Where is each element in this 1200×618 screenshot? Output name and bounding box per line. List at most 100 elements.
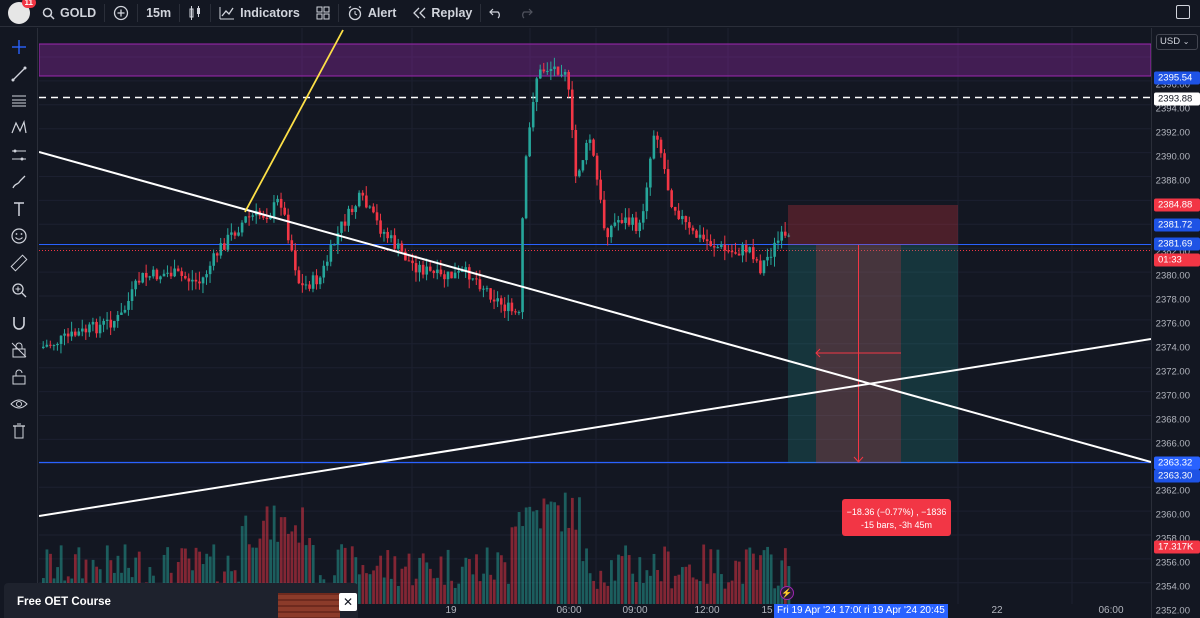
volume-bar [560,531,564,604]
candle-body [755,259,759,261]
candle-body [773,242,776,257]
indicators-icon [219,7,235,20]
chart-type-button[interactable] [180,0,210,27]
candle-body [333,244,336,246]
short-position-stop-zone[interactable] [788,205,958,245]
text-tool[interactable] [0,195,38,222]
lock-tool[interactable] [0,363,38,390]
zoom-icon [12,282,27,297]
countdown-label: 01:33 [1154,253,1200,267]
candle-body [581,160,585,171]
crosshair-tool[interactable] [0,33,38,60]
zone-top-label: 2395.54 [1154,71,1200,85]
price-tick: 2370.00 [1155,390,1190,402]
candle-body [457,271,460,273]
indicators-button[interactable]: Indicators [211,0,308,27]
compare-symbol-button[interactable] [105,0,137,27]
price-tick: 2380.00 [1155,270,1190,282]
candle-body [372,206,375,213]
candle-body [702,234,705,240]
candle-body [411,260,414,264]
candle-body [148,276,152,278]
visibility-tool[interactable] [0,390,38,417]
fullscreen-icon[interactable] [1176,5,1190,19]
volume-bar [492,579,496,604]
candle-body [375,212,379,221]
candle-body [137,280,141,283]
candle-body [102,320,105,325]
candle-body [698,234,702,238]
symbol-search-button[interactable]: GOLD [34,0,104,27]
volume-bar [759,555,762,604]
zoom-tool[interactable] [0,276,38,303]
candle-body [105,319,109,321]
crosshair-icon [12,39,26,54]
user-avatar[interactable]: 11 [8,0,36,24]
volume-bar [251,547,255,604]
emoji-tool[interactable] [0,222,38,249]
fib-tool[interactable] [0,87,38,114]
redo-button[interactable] [511,0,541,27]
lightning-icon[interactable]: ⚡ [780,586,794,600]
candle-body [663,153,666,170]
pattern-tool[interactable] [0,114,38,141]
descending-trendline[interactable] [39,151,1151,463]
candle-body [191,279,194,282]
magnet-tool[interactable] [0,309,38,336]
undo-button[interactable] [481,0,511,27]
supply-zone[interactable] [39,43,1151,77]
close-icon[interactable]: ✕ [339,593,357,611]
promo-popup[interactable]: Free OET Course ✕ [4,583,358,618]
volume-bar [748,547,752,604]
yellow-trendline[interactable] [244,29,344,213]
ascending-trendline[interactable] [39,338,1151,517]
target-label-b: 2363.30 [1154,469,1200,483]
grid [39,28,1151,604]
volume-bar [666,551,670,604]
candle-body [546,70,549,72]
candle-body [340,221,343,233]
redo-icon [522,8,534,19]
trendline-tool[interactable] [0,60,38,87]
alert-button[interactable]: Alert [339,0,404,27]
lock-drawing-tool[interactable] [0,336,38,363]
candle-body [659,139,663,154]
volume-bar [592,580,596,604]
candle-body [262,215,265,218]
candle-body [407,260,411,262]
candle-body [357,192,361,207]
layouts-button[interactable] [308,0,338,27]
volume-bar [198,551,201,604]
candle-body [560,74,563,76]
forecast-tool[interactable] [0,141,38,168]
price-tick: 2382.00 [1155,246,1190,258]
remove-drawings-tool[interactable] [0,417,38,444]
candle-body [460,270,464,272]
candle-body [769,256,773,258]
volume-bar [709,549,713,604]
candle-body [780,231,783,241]
ruler-tool[interactable] [0,249,38,276]
price-chart[interactable] [39,28,1151,604]
candle-body [485,288,489,290]
candle-body [695,230,698,238]
price-axis[interactable]: USD ⌄ 2396.00 2394.00 2392.00 2390.00 2388.0… [1151,28,1200,618]
candle-body [237,232,240,236]
brush-tool[interactable] [0,168,38,195]
volume-bar [617,554,620,604]
price-tick: 2378.00 [1155,294,1190,306]
candle-body [113,321,116,328]
replay-button[interactable]: Replay [404,0,480,27]
candle-body [421,264,425,275]
candle-body [265,217,269,220]
volume-bar [610,560,613,604]
volume-bar [507,583,510,604]
volume-bar [737,561,741,604]
candle-body [510,302,514,312]
volume-bar [783,548,787,604]
volume-bar [688,564,691,604]
candle-body [613,222,617,226]
interval-button[interactable]: 15m [138,0,179,27]
chart-pane[interactable]: −18.36 (−0.77%) , −1836 -15 bars, -3h 45… [39,28,1151,604]
currency-selector[interactable]: USD ⌄ [1156,34,1198,50]
